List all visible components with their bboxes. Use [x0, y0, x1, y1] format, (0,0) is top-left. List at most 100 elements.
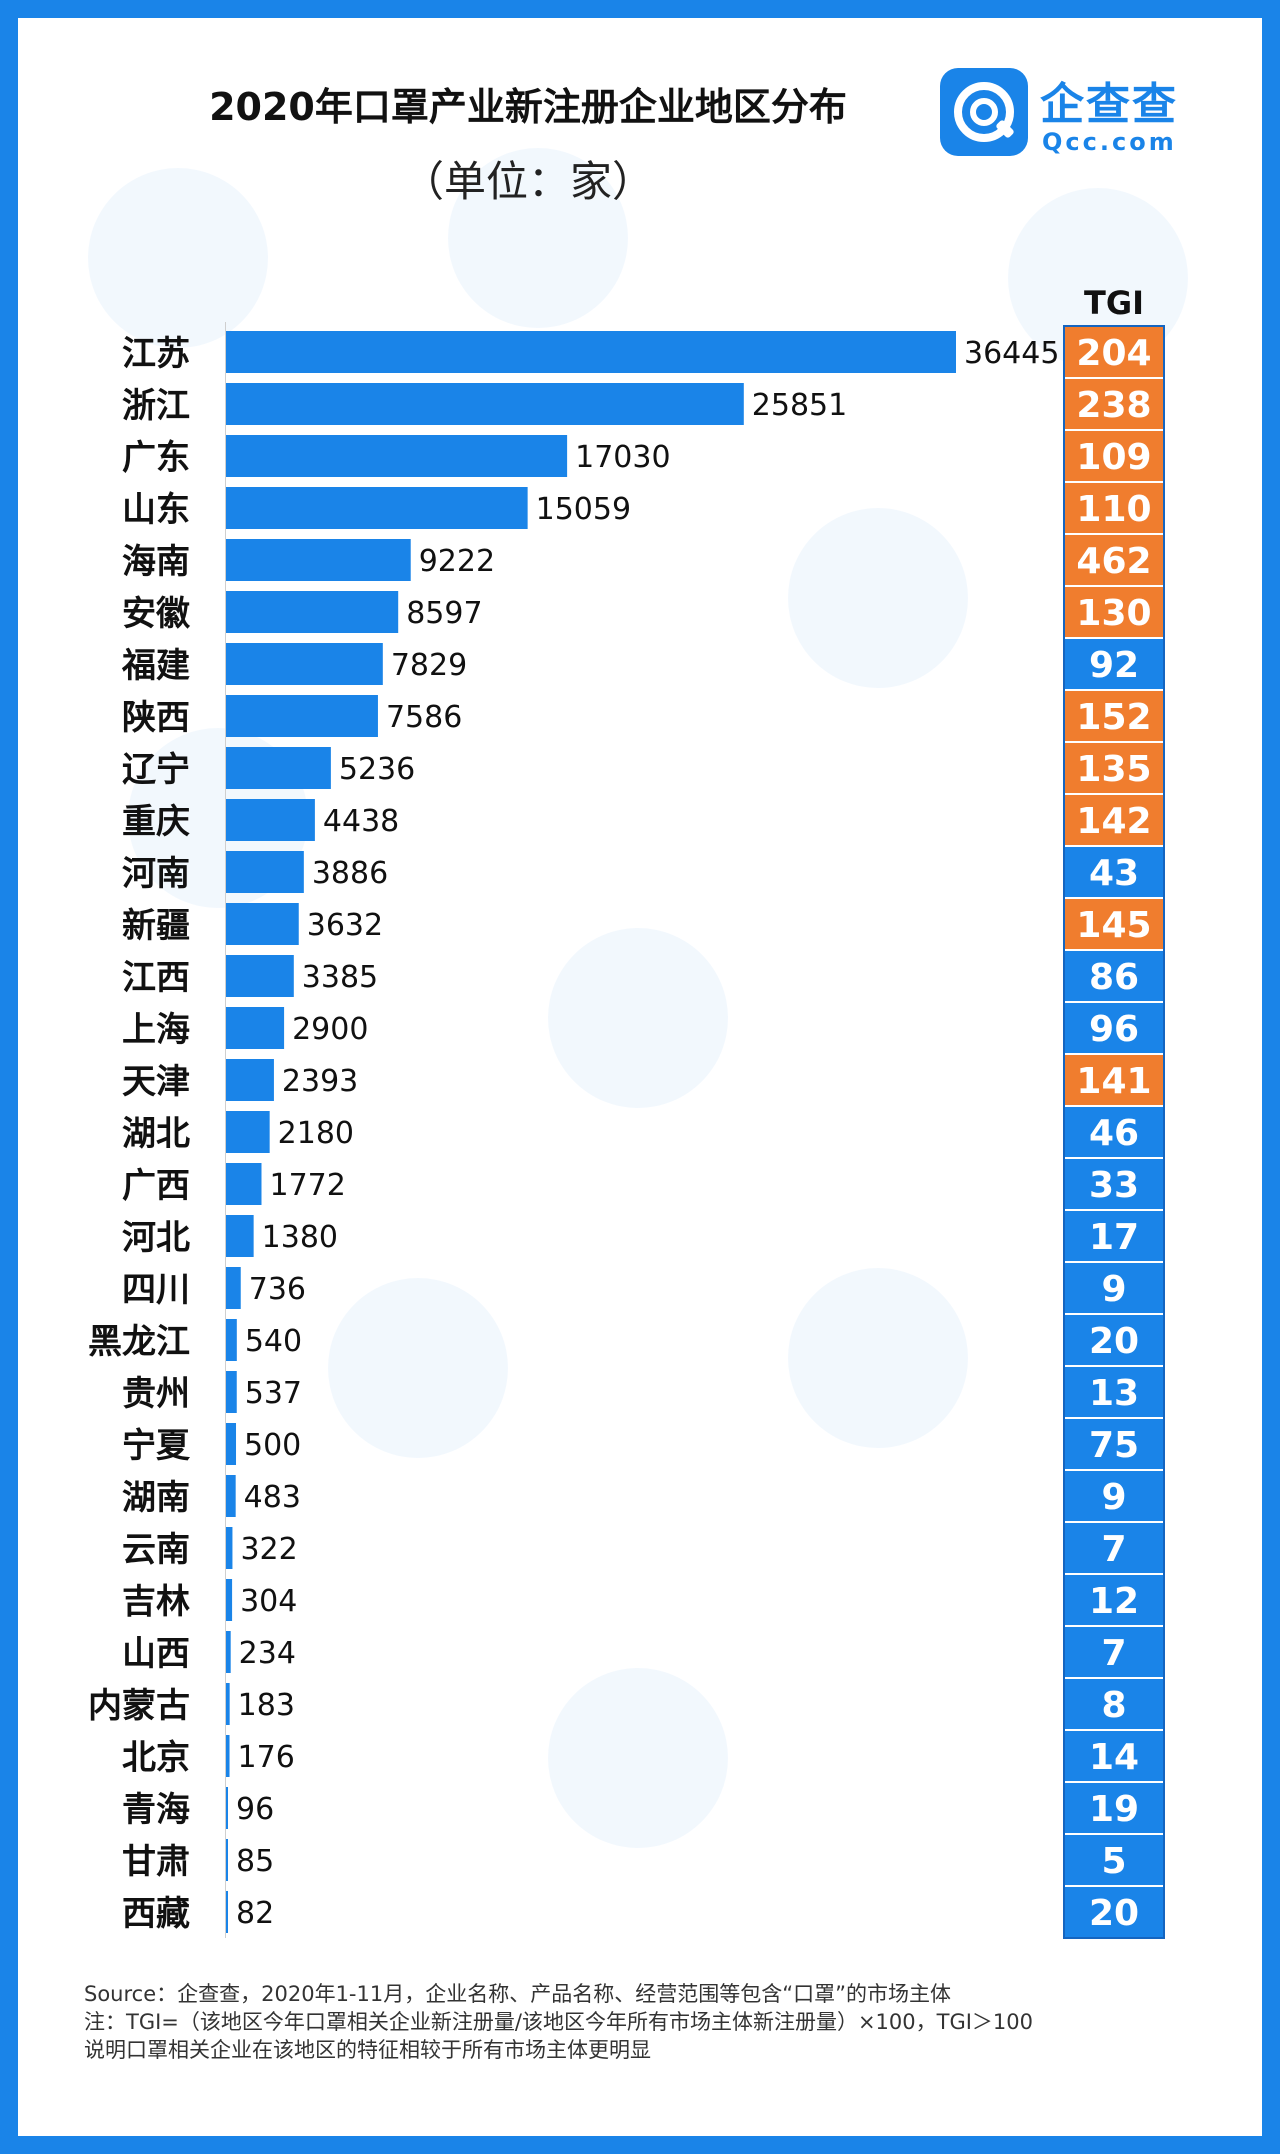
value-label: 3886: [312, 856, 388, 891]
value-label: 4438: [323, 804, 399, 839]
category-label: 甘肃: [122, 1842, 190, 1882]
category-label: 山西: [122, 1634, 190, 1674]
chart-subtitle: （单位：家）: [401, 157, 654, 206]
category-label: 江苏: [122, 334, 190, 374]
value-label: 96: [236, 1792, 274, 1827]
category-label: 辽宁: [122, 750, 190, 790]
bar: [226, 799, 315, 841]
bar: [226, 1891, 228, 1933]
bar: [226, 643, 383, 685]
tgi-value: 13: [1089, 1373, 1139, 1414]
category-label: 浙江: [122, 386, 190, 426]
bar: [226, 1371, 237, 1413]
tgi-value: 462: [1076, 541, 1151, 582]
category-label: 吉林: [122, 1582, 190, 1622]
bar: [226, 487, 528, 529]
category-label: 宁夏: [122, 1426, 191, 1466]
value-label: 7586: [386, 700, 462, 735]
tgi-cell: [1063, 1053, 1165, 1107]
tgi-value: 130: [1076, 593, 1151, 634]
chart-frame: 2020年口罩产业新注册企业地区分布 （单位：家） 企查查 Qcc.com TG…: [18, 18, 1262, 2136]
bar: [226, 1735, 230, 1777]
bar: [226, 1527, 233, 1569]
value-label: 8597: [406, 596, 482, 631]
category-label: 湖南: [122, 1478, 190, 1518]
tgi-value: 7: [1101, 1633, 1126, 1674]
value-label: 2180: [278, 1116, 354, 1151]
bar: [226, 1319, 237, 1361]
category-label: 青海: [122, 1790, 190, 1830]
value-label: 5236: [339, 752, 415, 787]
bar: [226, 1631, 231, 1673]
tgi-value: 43: [1089, 853, 1139, 894]
bar: [226, 1111, 270, 1153]
value-label: 322: [240, 1532, 297, 1567]
bar: [226, 1007, 285, 1049]
bar: [226, 1163, 262, 1205]
tgi-cell: [1063, 949, 1165, 1003]
category-label: 福建: [121, 646, 190, 686]
value-label: 537: [245, 1376, 302, 1411]
brand-logo: 企查查 Qcc.com: [940, 68, 1210, 164]
tgi-cell: [1063, 1105, 1165, 1159]
bar: [226, 591, 399, 633]
category-label: 上海: [122, 1010, 190, 1050]
tgi-value: 17: [1089, 1217, 1139, 1258]
value-label: 1380: [262, 1220, 338, 1255]
tgi-cell: [1063, 637, 1165, 691]
bar: [226, 331, 956, 373]
value-label: 176: [238, 1740, 295, 1775]
tgi-value: 33: [1089, 1165, 1139, 1206]
logo-text-en: Qcc.com: [1042, 128, 1177, 156]
value-label: 736: [249, 1272, 306, 1307]
tgi-value: 19: [1089, 1789, 1139, 1830]
category-label: 广东: [122, 438, 190, 478]
tgi-column-border: [1063, 325, 1165, 1939]
category-label: 重庆: [122, 802, 190, 842]
category-label: 天津: [122, 1062, 190, 1102]
category-label: 江西: [122, 958, 190, 998]
value-label: 234: [239, 1636, 296, 1671]
tgi-value: 7: [1101, 1529, 1126, 1570]
category-label: 海南: [122, 542, 190, 582]
logo-text-cn: 企查查: [1040, 79, 1178, 130]
bar: [226, 1059, 274, 1101]
tgi-value: 141: [1076, 1061, 1151, 1102]
tgi-value: 5: [1101, 1841, 1126, 1882]
value-label: 2900: [292, 1012, 368, 1047]
bar: [226, 851, 304, 893]
tgi-value: 20: [1089, 1893, 1139, 1934]
value-label: 36445: [964, 336, 1059, 371]
tgi-value: 20: [1089, 1321, 1139, 1362]
bar: [226, 1579, 233, 1621]
bar: [226, 1683, 230, 1725]
value-label: 1772: [269, 1168, 345, 1203]
tgi-value: 145: [1076, 905, 1151, 946]
tgi-value: 12: [1089, 1581, 1139, 1622]
category-label: 广西: [122, 1166, 190, 1206]
value-label: 17030: [575, 440, 670, 475]
tgi-value: 152: [1076, 697, 1151, 738]
bar: [226, 1215, 254, 1257]
category-label: 湖北: [122, 1114, 190, 1154]
tgi-value: 9: [1101, 1477, 1126, 1518]
category-label: 内蒙古: [88, 1686, 190, 1726]
category-label: 四川: [122, 1270, 190, 1310]
value-label: 7829: [391, 648, 467, 683]
tgi-cell: [1063, 1417, 1165, 1471]
bar: [226, 903, 299, 945]
bar: [226, 1423, 237, 1465]
tgi-value: 75: [1089, 1425, 1139, 1466]
value-label: 25851: [752, 388, 847, 423]
tgi-value: 109: [1076, 437, 1151, 478]
bar: [226, 539, 411, 581]
tgi-value: 46: [1089, 1113, 1139, 1154]
value-label: 304: [240, 1584, 297, 1619]
tgi-cell: [1063, 585, 1165, 639]
value-label: 500: [244, 1428, 301, 1463]
tgi-value: 9: [1101, 1269, 1126, 1310]
bar-chart: 江苏 36445 204 浙江 25851 238 广东 17030 109 山东 15059 110…: [88, 322, 1165, 1939]
category-label: 西藏: [122, 1894, 190, 1934]
tgi-cell: [1063, 481, 1165, 535]
value-label: 483: [244, 1480, 301, 1515]
